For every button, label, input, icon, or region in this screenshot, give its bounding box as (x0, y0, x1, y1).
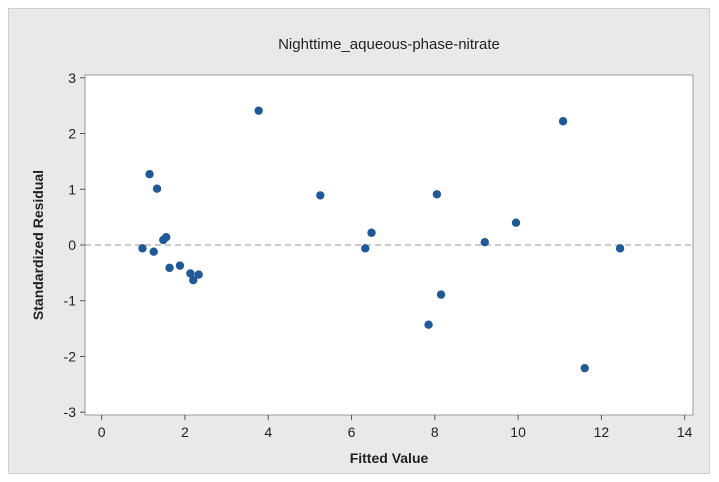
y-tick-label: 3 (68, 70, 76, 86)
scatter-point (138, 244, 147, 253)
scatter-point (361, 244, 370, 253)
x-tick-label: 2 (181, 424, 189, 440)
scatter-point (175, 261, 185, 270)
scatter-point (316, 191, 325, 200)
scatter-point (189, 275, 198, 285)
scatter-point (432, 190, 442, 199)
scatter-point (436, 290, 446, 299)
scatter-point (162, 232, 171, 242)
scatter-point (367, 228, 376, 237)
scatter-point (558, 117, 568, 126)
y-tick-label: 1 (68, 181, 76, 197)
x-tick-label: 4 (264, 424, 272, 440)
data-points (138, 106, 625, 373)
x-tick-label: 10 (510, 424, 526, 440)
scatter-point (580, 363, 589, 373)
scatter-point (254, 106, 263, 115)
scatter-point (480, 238, 489, 247)
x-axis-title: Fitted Value (350, 450, 429, 466)
x-tick-label: 14 (677, 424, 693, 440)
y-tick-label: -1 (64, 293, 77, 309)
scatter-chart: Nighttime_aqueous-phase-nitrate 0 2 4 6 8 10 1… (30, 36, 694, 466)
x-tick-label: 8 (431, 424, 439, 440)
x-axis: 0 2 4 6 8 10 12 14 (98, 415, 693, 440)
scatter-point (145, 170, 154, 179)
scatter-point (511, 218, 521, 227)
x-tick-label: 6 (348, 424, 356, 440)
scatter-point (165, 263, 174, 273)
chart-frame: Nighttime_aqueous-phase-nitrate 0 2 4 6 8 10 1… (8, 8, 710, 474)
y-axis: -3 -2 -1 0 1 2 3 (64, 70, 85, 420)
scatter-point (615, 244, 625, 253)
y-tick-label: -2 (64, 348, 77, 364)
x-tick-label: 12 (594, 424, 610, 440)
x-tick-label: 0 (98, 424, 106, 440)
y-tick-label: -3 (64, 404, 77, 420)
scatter-point (149, 247, 158, 256)
y-axis-title: Standardized Residual (30, 170, 46, 320)
chart-title: Nighttime_aqueous-phase-nitrate (278, 36, 500, 53)
y-tick-label: 0 (68, 237, 76, 253)
scatter-point (194, 270, 203, 279)
scatter-point (186, 269, 195, 278)
scatter-point (152, 184, 162, 193)
scatter-point (424, 320, 433, 329)
y-tick-label: 2 (68, 126, 76, 142)
